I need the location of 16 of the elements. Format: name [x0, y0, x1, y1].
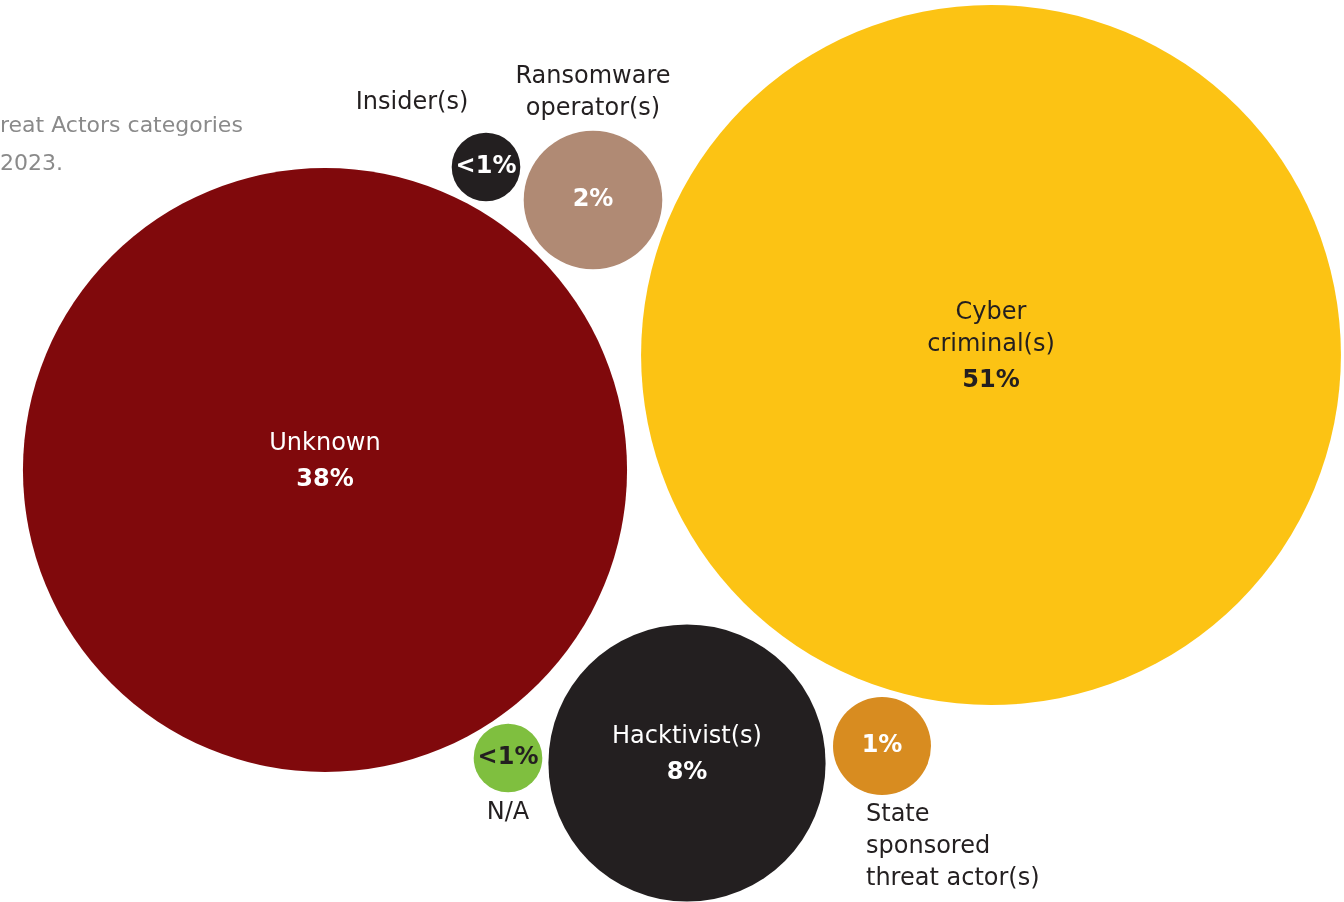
- data-label: <1%: [477, 742, 539, 771]
- text: reat Actors categories: [0, 111, 243, 137]
- category-label: State sponsored threat actor(s): [866, 799, 1040, 892]
- data-label: 1%: [861, 730, 903, 759]
- data-label: 38%: [296, 464, 354, 493]
- category-label: Insider(s): [355, 86, 469, 115]
- category-label: Ransomware operator(s): [515, 60, 671, 121]
- text: 2023.: [0, 149, 63, 175]
- category-label: Cyber criminal(s): [927, 297, 1055, 358]
- category-label: N/A: [486, 796, 530, 825]
- data-label: 2%: [572, 184, 614, 213]
- data-label: 8%: [666, 757, 708, 786]
- category-label: Unknown: [269, 428, 381, 457]
- category-label: Hacktivist(s): [612, 721, 762, 750]
- data-label: 51%: [962, 365, 1020, 394]
- data-label: <1%: [455, 151, 517, 180]
